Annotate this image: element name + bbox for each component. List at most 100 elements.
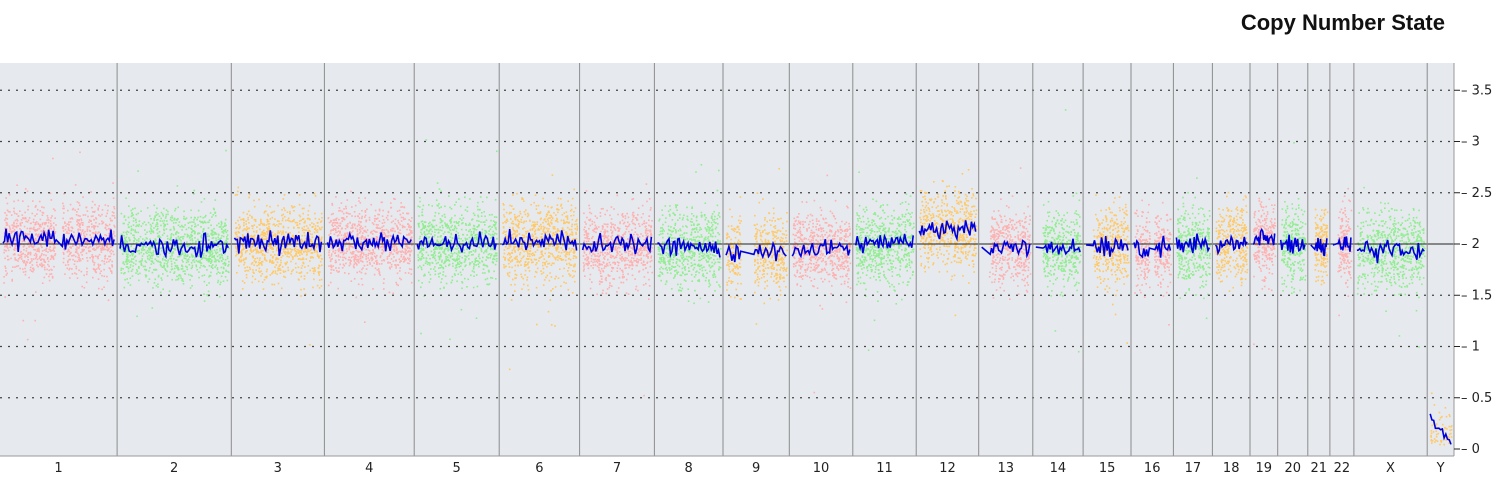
probe-point: [476, 205, 479, 208]
probe-point: [458, 198, 460, 200]
probe-point: [54, 209, 56, 212]
probe-point: [490, 219, 492, 222]
probe-point: [111, 245, 113, 248]
probe-point: [397, 264, 399, 266]
probe-point: [82, 232, 85, 235]
probe-point: [41, 222, 44, 225]
probe-point: [18, 232, 21, 235]
probe-point: [468, 252, 470, 254]
probe-point: [318, 238, 321, 241]
probe-point: [438, 256, 441, 259]
probe-point: [342, 263, 345, 266]
probe-point: [215, 252, 217, 255]
probe-point: [43, 249, 46, 251]
probe-point: [286, 261, 288, 263]
probe-point: [421, 248, 423, 251]
probe-point: [142, 265, 145, 268]
probe-point: [438, 231, 440, 234]
probe-point: [393, 256, 395, 258]
probe-point: [26, 190, 29, 193]
probe-point: [113, 224, 115, 227]
probe-point: [17, 265, 20, 267]
probe-point: [485, 230, 488, 233]
probe-point: [478, 220, 480, 222]
probe-point: [211, 229, 214, 232]
probe-point: [254, 218, 257, 221]
probe-point: [444, 247, 447, 250]
probe-point: [399, 267, 401, 269]
probe-point: [221, 231, 223, 233]
probe-point: [332, 212, 334, 215]
probe-point: [134, 263, 137, 266]
probe-point: [106, 275, 108, 278]
probe-point: [446, 246, 449, 249]
probe-point: [263, 223, 265, 225]
probe-point: [478, 257, 481, 260]
probe-point: [207, 290, 210, 293]
probe-point: [153, 217, 155, 220]
probe-point: [125, 253, 128, 255]
probe-point: [458, 221, 460, 223]
probe-point: [222, 226, 224, 228]
probe-point: [395, 252, 398, 254]
probe-point: [540, 225, 543, 228]
probe-point: [360, 278, 363, 280]
probe-point: [167, 210, 169, 213]
probe-point: [561, 207, 563, 209]
probe-point: [207, 221, 209, 224]
probe-point: [553, 262, 555, 265]
probe-point: [252, 269, 254, 271]
probe-point: [228, 271, 230, 274]
probe-point: [379, 256, 382, 259]
probe-point: [282, 230, 284, 232]
probe-point: [14, 212, 16, 215]
probe-point: [419, 206, 421, 208]
probe-point: [7, 210, 10, 213]
probe-point: [376, 254, 378, 257]
probe-point: [183, 215, 185, 218]
probe-point: [420, 332, 422, 335]
probe-point: [575, 220, 577, 222]
probe-point: [378, 213, 380, 216]
probe-point: [150, 225, 153, 227]
probe-point: [92, 215, 94, 217]
probe-point: [123, 222, 125, 225]
probe-point: [24, 216, 27, 219]
probe-point: [422, 247, 425, 250]
probe-point: [260, 275, 262, 277]
probe-point: [463, 251, 466, 254]
probe-point: [51, 241, 53, 244]
probe-point: [317, 244, 319, 246]
probe-point: [527, 212, 529, 215]
probe-point: [298, 194, 301, 196]
probe-point: [131, 253, 133, 256]
probe-point: [527, 246, 530, 248]
probe-point: [458, 250, 460, 252]
probe-point: [260, 220, 262, 223]
probe-point: [509, 253, 511, 255]
probe-point: [410, 232, 413, 234]
probe-point: [5, 245, 8, 247]
probe-point: [335, 269, 338, 272]
probe-point: [242, 245, 244, 247]
probe-point: [165, 213, 168, 216]
probe-point: [184, 233, 186, 236]
probe-point: [515, 217, 517, 219]
probe-point: [52, 258, 55, 260]
probe-point: [352, 230, 354, 232]
probe-point: [255, 250, 258, 253]
probe-point: [431, 230, 433, 233]
probe-point: [178, 273, 181, 276]
probe-point: [261, 238, 264, 241]
probe-point: [256, 249, 258, 251]
probe-point: [311, 222, 313, 224]
probe-point: [549, 252, 552, 255]
probe-point: [438, 248, 441, 250]
probe-point: [132, 258, 135, 260]
probe-point: [568, 273, 570, 275]
probe-point: [358, 197, 360, 199]
probe-point: [493, 270, 495, 273]
probe-point: [134, 231, 136, 233]
probe-point: [530, 242, 533, 244]
probe-point: [142, 238, 144, 240]
